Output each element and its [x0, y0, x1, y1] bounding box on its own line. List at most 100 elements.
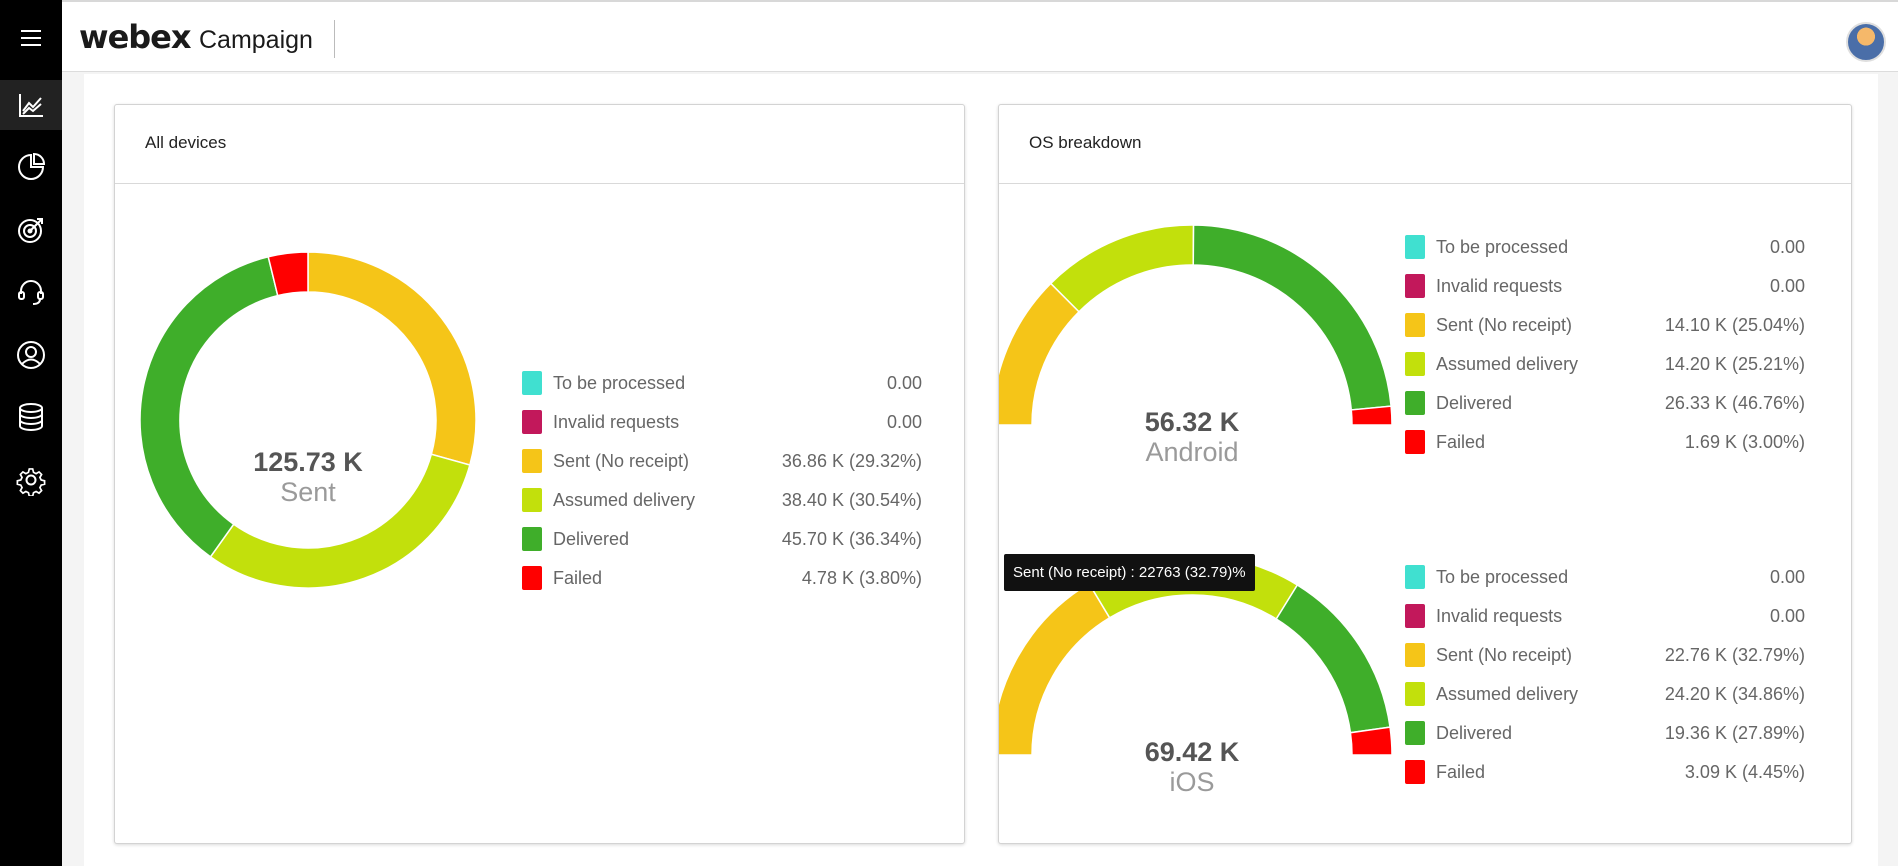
all-devices-legend-item[interactable]: Assumed delivery 38.40 K (30.54%): [522, 488, 922, 527]
slice-sent-no-receipt[interactable]: [999, 582, 1111, 756]
legend-label: Delivered: [553, 529, 630, 549]
legend-label: Assumed delivery: [1436, 354, 1579, 374]
legend-swatch: [1405, 391, 1425, 415]
legend-swatch: [522, 371, 542, 395]
android-legend-item[interactable]: To be processed 0.00: [1405, 235, 1805, 274]
legend-swatch: [1405, 643, 1425, 667]
legend-value: 19.36 K (27.89%): [1664, 723, 1805, 743]
legend-value: 14.10 K (25.04%): [1664, 315, 1805, 335]
menu-icon: [21, 30, 41, 46]
card-divider: [999, 183, 1851, 184]
slice-sent-no-receipt[interactable]: [999, 282, 1081, 426]
legend-value: 45.70 K (36.34%): [781, 529, 922, 549]
slice-delivered[interactable]: [1275, 583, 1391, 734]
all-devices-legend-item[interactable]: Failed 4.78 K (3.80%): [522, 566, 922, 605]
all-devices-donut-chart: [139, 251, 477, 589]
legend-value: 0.00: [1769, 606, 1805, 626]
pie-chart-icon: [18, 152, 46, 180]
legend-swatch: [1405, 760, 1425, 784]
nav-contacts[interactable]: [0, 330, 62, 380]
nav-reports[interactable]: [0, 142, 62, 192]
ios-legend-item[interactable]: Invalid requests 0.00: [1405, 604, 1805, 643]
nav-settings[interactable]: [0, 455, 62, 505]
header-divider: [334, 20, 335, 58]
slice-delivered[interactable]: [1192, 225, 1392, 411]
product-name: Campaign: [199, 26, 313, 54]
android-legend-item[interactable]: Failed 1.69 K (3.00%): [1405, 430, 1805, 469]
legend-value: 36.86 K (29.32%): [781, 451, 922, 471]
legend-swatch: [1405, 235, 1425, 259]
legend-value: 0.00: [886, 373, 922, 393]
legend-label: Sent (No receipt): [1436, 645, 1573, 665]
legend-value: 38.40 K (30.54%): [781, 490, 922, 510]
menu-button[interactable]: [0, 13, 62, 63]
legend-label: Delivered: [1436, 723, 1513, 743]
slice-assumed-delivery[interactable]: [1049, 225, 1195, 313]
all-devices-center-label: Sent: [280, 477, 336, 507]
gear-icon: [16, 468, 46, 496]
ios-legend-item[interactable]: To be processed 0.00: [1405, 565, 1805, 604]
nav-data[interactable]: [0, 392, 62, 442]
all-devices-legend-item[interactable]: Delivered 45.70 K (36.34%): [522, 527, 922, 566]
legend-swatch: [1405, 430, 1425, 454]
slice-delivered[interactable]: [139, 255, 279, 558]
os-breakdown-card: OS breakdown 56.32 K Android To be proce…: [998, 104, 1852, 844]
android-legend-item[interactable]: Invalid requests 0.00: [1405, 274, 1805, 313]
legend-swatch: [1405, 682, 1425, 706]
legend-label: Sent (No receipt): [553, 451, 690, 471]
slice-sent-no-receipt[interactable]: [307, 251, 477, 466]
user-icon: [17, 341, 45, 369]
legend-value: 22.76 K (32.79%): [1664, 645, 1805, 665]
ios-legend-item[interactable]: Failed 3.09 K (4.45%): [1405, 760, 1805, 799]
all-devices-legend-item[interactable]: Sent (No receipt) 36.86 K (29.32%): [522, 449, 922, 488]
android-center-label: Android: [1145, 437, 1239, 467]
legend-label: Delivered: [1436, 393, 1513, 413]
slice-failed[interactable]: [1349, 726, 1393, 756]
legend-swatch: [1405, 721, 1425, 745]
nav-support[interactable]: [0, 267, 62, 317]
legend-swatch: [1405, 565, 1425, 589]
card-title: OS breakdown: [1029, 133, 1142, 152]
android-legend-item[interactable]: Delivered 26.33 K (46.76%): [1405, 391, 1805, 430]
all-devices-legend-item[interactable]: To be processed 0.00: [522, 371, 922, 410]
ios-legend: To be processed 0.00 Invalid requests 0.00 S…: [1405, 565, 1805, 799]
legend-label: Invalid requests: [553, 412, 680, 432]
slice-failed[interactable]: [267, 251, 309, 297]
legend-value: 24.20 K (34.86%): [1664, 684, 1805, 704]
ios-legend-item[interactable]: Assumed delivery 24.20 K (34.86%): [1405, 682, 1805, 721]
sidebar: [0, 0, 62, 866]
android-gauge-chart: [999, 225, 1393, 426]
all-devices-legend-item[interactable]: Invalid requests 0.00: [522, 410, 922, 449]
chart-tooltip: Sent (No receipt) : 22763 (32.79)%: [1004, 554, 1255, 591]
target-icon: [18, 218, 43, 243]
line-chart-icon: [19, 94, 43, 117]
all-devices-total: 125.73 K: [253, 447, 363, 477]
android-legend-item[interactable]: Assumed delivery 14.20 K (25.21%): [1405, 352, 1805, 391]
legend-value: 0.00: [886, 412, 922, 432]
legend-swatch: [1405, 604, 1425, 628]
slice-failed[interactable]: [1350, 405, 1393, 426]
legend-label: Invalid requests: [1436, 606, 1563, 626]
legend-label: Sent (No receipt): [1436, 315, 1573, 335]
legend-label: To be processed: [1436, 237, 1569, 257]
android-legend: To be processed 0.00 Invalid requests 0.00 S…: [1405, 235, 1805, 469]
brand-logo: webex: [79, 18, 192, 56]
all-devices-legend: To be processed 0.00 Invalid requests 0.00 S…: [522, 371, 922, 605]
database-icon: [19, 403, 43, 431]
nav-analytics[interactable]: [0, 80, 62, 130]
legend-label: To be processed: [553, 373, 686, 393]
avatar[interactable]: [1846, 22, 1886, 62]
legend-label: Failed: [553, 568, 603, 588]
legend-swatch: [522, 449, 542, 473]
ios-legend-item[interactable]: Delivered 19.36 K (27.89%): [1405, 721, 1805, 760]
legend-label: Failed: [1436, 762, 1486, 782]
legend-label: Assumed delivery: [1436, 684, 1579, 704]
legend-value: 26.33 K (46.76%): [1664, 393, 1805, 413]
android-legend-item[interactable]: Sent (No receipt) 14.10 K (25.04%): [1405, 313, 1805, 352]
legend-label: Failed: [1436, 432, 1486, 452]
ios-legend-item[interactable]: Sent (No receipt) 22.76 K (32.79%): [1405, 643, 1805, 682]
legend-value: 0.00: [1769, 567, 1805, 587]
android-total: 56.32 K: [1144, 407, 1240, 437]
nav-campaigns[interactable]: [0, 205, 62, 255]
card-title: All devices: [145, 133, 227, 152]
